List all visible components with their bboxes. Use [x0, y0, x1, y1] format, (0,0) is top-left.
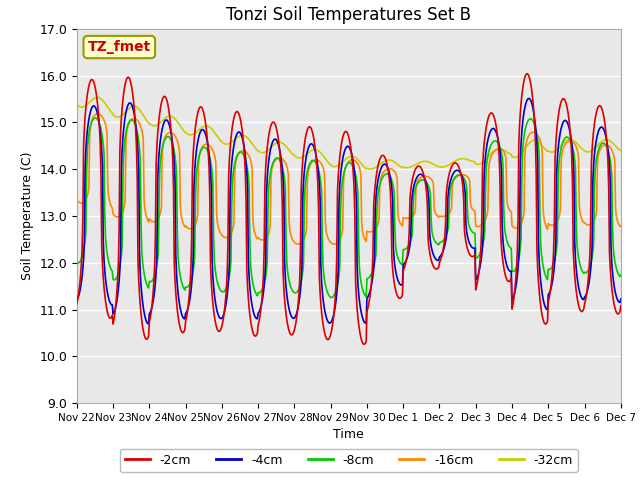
Text: TZ_fmet: TZ_fmet: [88, 40, 151, 54]
X-axis label: Time: Time: [333, 429, 364, 442]
Y-axis label: Soil Temperature (C): Soil Temperature (C): [20, 152, 34, 280]
Legend: -2cm, -4cm, -8cm, -16cm, -32cm: -2cm, -4cm, -8cm, -16cm, -32cm: [120, 449, 578, 472]
Title: Tonzi Soil Temperatures Set B: Tonzi Soil Temperatures Set B: [227, 6, 471, 24]
